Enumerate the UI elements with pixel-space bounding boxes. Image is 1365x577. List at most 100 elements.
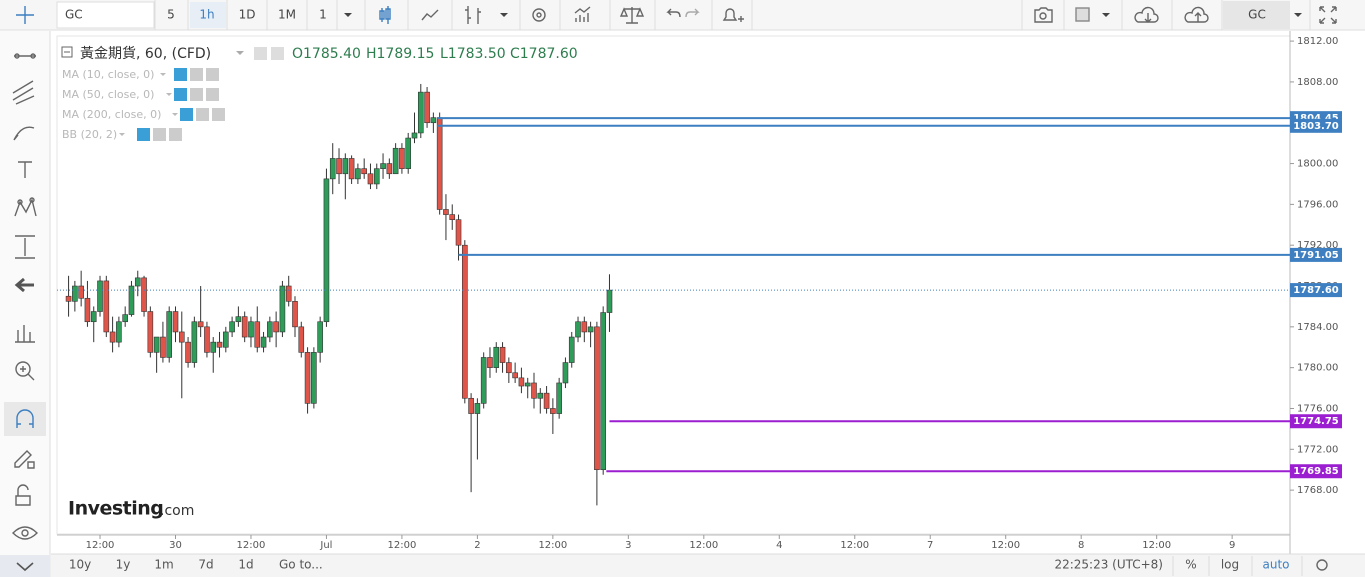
y-tick-label: 1812.00	[1297, 36, 1338, 47]
candle-body	[72, 285, 78, 302]
candle-body	[109, 331, 116, 343]
indicator-buttons[interactable]	[119, 68, 225, 141]
candle-body	[606, 289, 613, 313]
interval[interactable]: 1h	[199, 8, 214, 22]
range-button[interactable]: 10y	[69, 558, 91, 572]
y-tick-label: 1784.00	[1297, 322, 1338, 333]
candle-body	[134, 277, 141, 287]
candle-body	[279, 285, 286, 333]
candle-body	[443, 209, 449, 215]
price-level-label: 1791.05	[1293, 250, 1339, 261]
series-layer	[57, 83, 1290, 506]
indicator-label[interactable]: BB (20, 2)	[62, 128, 117, 141]
candle-body	[267, 321, 273, 338]
interval[interactable]: 5	[167, 8, 175, 22]
candle-body	[216, 341, 223, 348]
drawing-tools[interactable]	[4, 6, 46, 540]
candle-body	[405, 137, 412, 169]
dropdown[interactable]	[1294, 13, 1302, 17]
candle-body	[84, 297, 91, 323]
percent-toggle[interactable]: %	[1185, 558, 1196, 572]
candle-body	[229, 321, 235, 333]
compare-box[interactable]	[1223, 1, 1290, 29]
collapse[interactable]	[16, 562, 34, 572]
price-level-tag	[1290, 414, 1342, 429]
candle-body	[531, 382, 537, 399]
settings[interactable]	[1316, 559, 1328, 571]
candle-body	[436, 117, 443, 210]
candle-body	[210, 341, 217, 353]
candle-body	[518, 377, 525, 387]
candle-body	[65, 295, 72, 302]
indicator-label[interactable]: MA (10, close, 0)	[62, 68, 154, 81]
y-tick-label: 1768.00	[1297, 485, 1338, 496]
candle-body	[462, 244, 468, 399]
compare-symbol[interactable]: GC	[1248, 8, 1266, 22]
candle-body	[204, 326, 210, 353]
candle-body	[417, 91, 424, 134]
ohlc-close: C1787.60	[510, 46, 578, 62]
candle-body	[248, 321, 254, 338]
separators	[154, 0, 1311, 30]
candle-body	[172, 311, 179, 333]
candle-body	[430, 117, 437, 124]
symbol[interactable]: GC	[65, 8, 83, 22]
x-tick-label: 4	[776, 540, 782, 551]
toolbar-icons[interactable]	[379, 6, 1337, 24]
candle-body	[386, 163, 393, 175]
candle-body	[493, 346, 500, 368]
x-tick-label: 12:00	[1142, 540, 1171, 551]
candle-body	[97, 280, 103, 312]
indicator-label[interactable]: MA (50, close, 0)	[62, 88, 154, 101]
candle-body	[556, 382, 562, 414]
candle-body	[480, 357, 487, 404]
candle-body	[594, 326, 600, 471]
indicator-list: MA (10, close, 0) MA (50, close, 0) MA (…	[62, 68, 225, 141]
candle-body	[298, 326, 305, 353]
price-level-label: 1769.85	[1293, 466, 1339, 477]
clock: 22:25:23 (UTC+8)	[1054, 558, 1163, 572]
candle-body	[474, 403, 481, 414]
interval[interactable]: 1M	[278, 8, 296, 22]
plot-area	[56, 35, 1291, 535]
x-tick-label: 3	[625, 540, 631, 551]
price-level-tag	[1290, 464, 1342, 479]
candle-body	[575, 321, 581, 338]
symbol-box[interactable]	[56, 1, 155, 29]
candle-body	[241, 316, 248, 338]
ohlc-open: O1785.40	[292, 46, 361, 62]
range-button[interactable]: 1y	[116, 558, 131, 572]
auto-toggle[interactable]: auto	[1262, 558, 1289, 572]
last-price-label: 1787.60	[1293, 285, 1339, 296]
candle-body	[323, 178, 330, 323]
brand-logo: Investing	[68, 498, 163, 520]
top-toolbar: GC 5 1h 1D 1M 1 GC	[0, 0, 1365, 31]
candle-body	[90, 311, 97, 323]
x-tick-label: Jul	[319, 540, 332, 551]
candle-body	[373, 168, 380, 185]
indicator-label[interactable]: MA (200, close, 0)	[62, 108, 161, 121]
candle-body	[468, 397, 474, 414]
candle-body	[411, 132, 418, 139]
range-button[interactable]: 1m	[154, 558, 173, 572]
left-toolbar-bg	[0, 31, 50, 577]
candle-body	[197, 321, 204, 328]
price-level-tag	[1290, 118, 1342, 133]
y-tick-label: 1800.00	[1297, 159, 1338, 170]
price-level-tag	[1290, 247, 1342, 262]
range-button[interactable]: 1d	[238, 558, 253, 572]
interval-active-bg	[190, 2, 226, 28]
range-button[interactable]: 7d	[198, 558, 213, 572]
goto-button[interactable]: Go to...	[279, 558, 323, 572]
x-tick-label: 2	[474, 540, 480, 551]
candle-body	[455, 219, 462, 246]
dropdown[interactable]	[344, 13, 352, 17]
candle-body	[311, 352, 317, 404]
multiplier[interactable]: 1	[319, 8, 327, 22]
log-toggle[interactable]: log	[1221, 558, 1239, 572]
candle-body	[78, 285, 84, 299]
interval[interactable]: 1D	[239, 8, 256, 22]
candle-body	[317, 321, 323, 353]
left-toolbar	[0, 6, 51, 577]
